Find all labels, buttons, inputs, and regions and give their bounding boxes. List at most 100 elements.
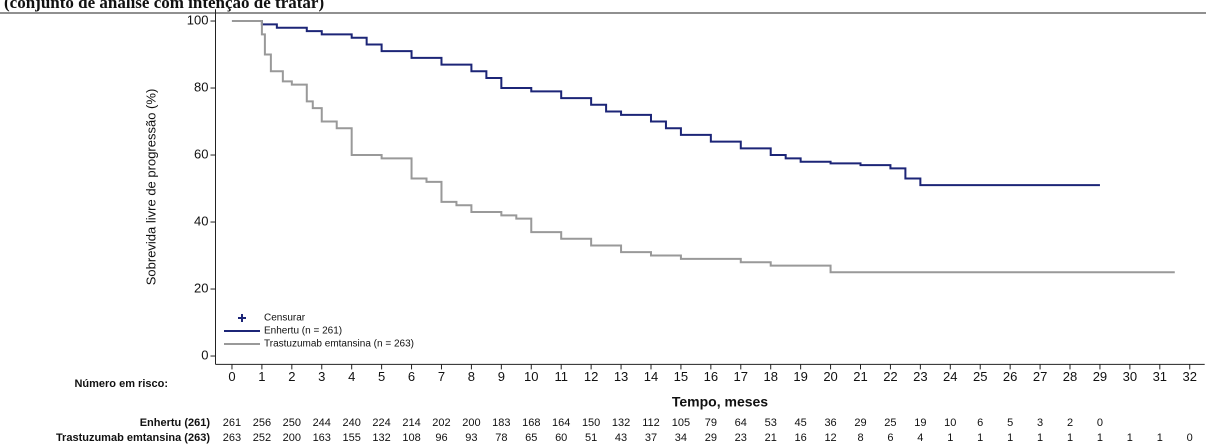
x-tick-label: 21 xyxy=(853,369,867,384)
x-tick-label: 5 xyxy=(378,369,385,384)
risk-count: 200 xyxy=(462,417,480,429)
risk-count: 64 xyxy=(735,417,747,429)
risk-count: 12 xyxy=(824,432,836,444)
risk-count: 112 xyxy=(642,417,660,429)
risk-count: 1 xyxy=(1037,432,1043,444)
risk-count: 1 xyxy=(1127,432,1133,444)
risk-count: 202 xyxy=(432,417,450,429)
risk-count: 29 xyxy=(854,417,866,429)
risk-count: 6 xyxy=(887,432,893,444)
risk-count: 261 xyxy=(223,417,241,429)
risk-count: 168 xyxy=(522,417,540,429)
x-tick-label: 19 xyxy=(793,369,807,384)
x-tick-label: 11 xyxy=(554,369,568,384)
x-tick-label: 29 xyxy=(1093,369,1107,384)
risk-count: 108 xyxy=(402,432,420,444)
risk-count: 6 xyxy=(977,417,983,429)
risk-count: 51 xyxy=(585,432,597,444)
risk-count: 1 xyxy=(977,432,983,444)
x-tick-label: 18 xyxy=(763,369,777,384)
risk-count: 79 xyxy=(705,417,717,429)
y-tick-label: 20 xyxy=(194,280,208,295)
x-tick-label: 28 xyxy=(1063,369,1077,384)
risk-count: 8 xyxy=(857,432,863,444)
risk-count: 78 xyxy=(495,432,507,444)
risk-count: 65 xyxy=(525,432,537,444)
risk-count: 3 xyxy=(1037,417,1043,429)
y-tick-label: 60 xyxy=(194,146,208,161)
x-tick-label: 20 xyxy=(823,369,837,384)
x-tick-label: 16 xyxy=(704,369,718,384)
risk-count: 0 xyxy=(1187,432,1193,444)
risk-count: 150 xyxy=(582,417,600,429)
x-tick-label: 14 xyxy=(644,369,658,384)
y-tick-label: 100 xyxy=(187,12,209,27)
risk-count: 43 xyxy=(615,432,627,444)
risk-count: 5 xyxy=(1007,417,1013,429)
risk-count: 263 xyxy=(223,432,241,444)
legend-label: Trastuzumab emtansina (n = 263) xyxy=(264,339,414,350)
risk-count: 23 xyxy=(735,432,747,444)
risk-count: 256 xyxy=(253,417,271,429)
x-tick-label: 25 xyxy=(973,369,987,384)
risk-count: 1 xyxy=(1067,432,1073,444)
x-tick-label: 2 xyxy=(288,369,295,384)
y-tick-label: 0 xyxy=(201,347,208,362)
risk-title: Número em risco: xyxy=(74,378,168,390)
survival-line xyxy=(231,20,1100,187)
risk-count: 155 xyxy=(343,432,361,444)
x-tick-label: 30 xyxy=(1123,369,1137,384)
risk-count: 29 xyxy=(705,432,717,444)
x-tick-label: 10 xyxy=(524,369,538,384)
risk-count: 105 xyxy=(672,417,690,429)
risk-count: 224 xyxy=(372,417,390,429)
risk-count: 132 xyxy=(372,432,390,444)
risk-count: 93 xyxy=(465,432,477,444)
risk-count: 163 xyxy=(313,432,331,444)
risk-count: 200 xyxy=(283,432,301,444)
risk-count: 1 xyxy=(1097,432,1103,444)
risk-count: 0 xyxy=(1097,417,1103,429)
x-tick-label: 8 xyxy=(468,369,475,384)
x-tick-label: 3 xyxy=(318,369,325,384)
risk-count: 250 xyxy=(283,417,301,429)
risk-count: 25 xyxy=(884,417,896,429)
x-tick-label: 32 xyxy=(1183,369,1197,384)
x-tick-label: 12 xyxy=(584,369,598,384)
risk-count: 4 xyxy=(917,432,923,444)
risk-count: 96 xyxy=(435,432,447,444)
x-tick-label: 6 xyxy=(408,369,415,384)
risk-count: 183 xyxy=(492,417,510,429)
risk-row-label: Enhertu (261) xyxy=(140,417,211,429)
risk-count: 2 xyxy=(1067,417,1073,429)
x-tick-label: 26 xyxy=(1003,369,1017,384)
risk-count: 34 xyxy=(675,432,687,444)
risk-count: 164 xyxy=(552,417,570,429)
risk-count: 60 xyxy=(555,432,567,444)
x-tick-label: 9 xyxy=(498,369,505,384)
legend-censor-symbol xyxy=(238,314,246,322)
chart-title: (conjunto de análise com intenção de tra… xyxy=(4,0,324,12)
risk-count: 19 xyxy=(914,417,926,429)
risk-count: 1 xyxy=(1157,432,1163,444)
x-tick-label: 27 xyxy=(1033,369,1047,384)
risk-count: 214 xyxy=(402,417,420,429)
x-tick-label: 23 xyxy=(913,369,927,384)
y-tick-label: 80 xyxy=(194,79,208,94)
risk-count: 244 xyxy=(313,417,331,429)
x-tick-label: 13 xyxy=(614,369,628,384)
risk-count: 36 xyxy=(824,417,836,429)
risk-count: 10 xyxy=(944,417,956,429)
risk-count: 53 xyxy=(765,417,777,429)
x-tick-label: 31 xyxy=(1153,369,1167,384)
risk-count: 1 xyxy=(1007,432,1013,444)
risk-row-label: Trastuzumab emtansina (263) xyxy=(56,432,210,444)
risk-count: 240 xyxy=(343,417,361,429)
risk-count: 21 xyxy=(765,432,777,444)
x-tick-label: 17 xyxy=(734,369,748,384)
x-axis-label: Tempo, meses xyxy=(672,394,768,410)
legend-label: Enhertu (n = 261) xyxy=(264,326,342,337)
legend-label: Censurar xyxy=(264,313,306,324)
y-axis-label: Sobrevida livre de progressão (%) xyxy=(143,89,158,286)
risk-count: 1 xyxy=(947,432,953,444)
